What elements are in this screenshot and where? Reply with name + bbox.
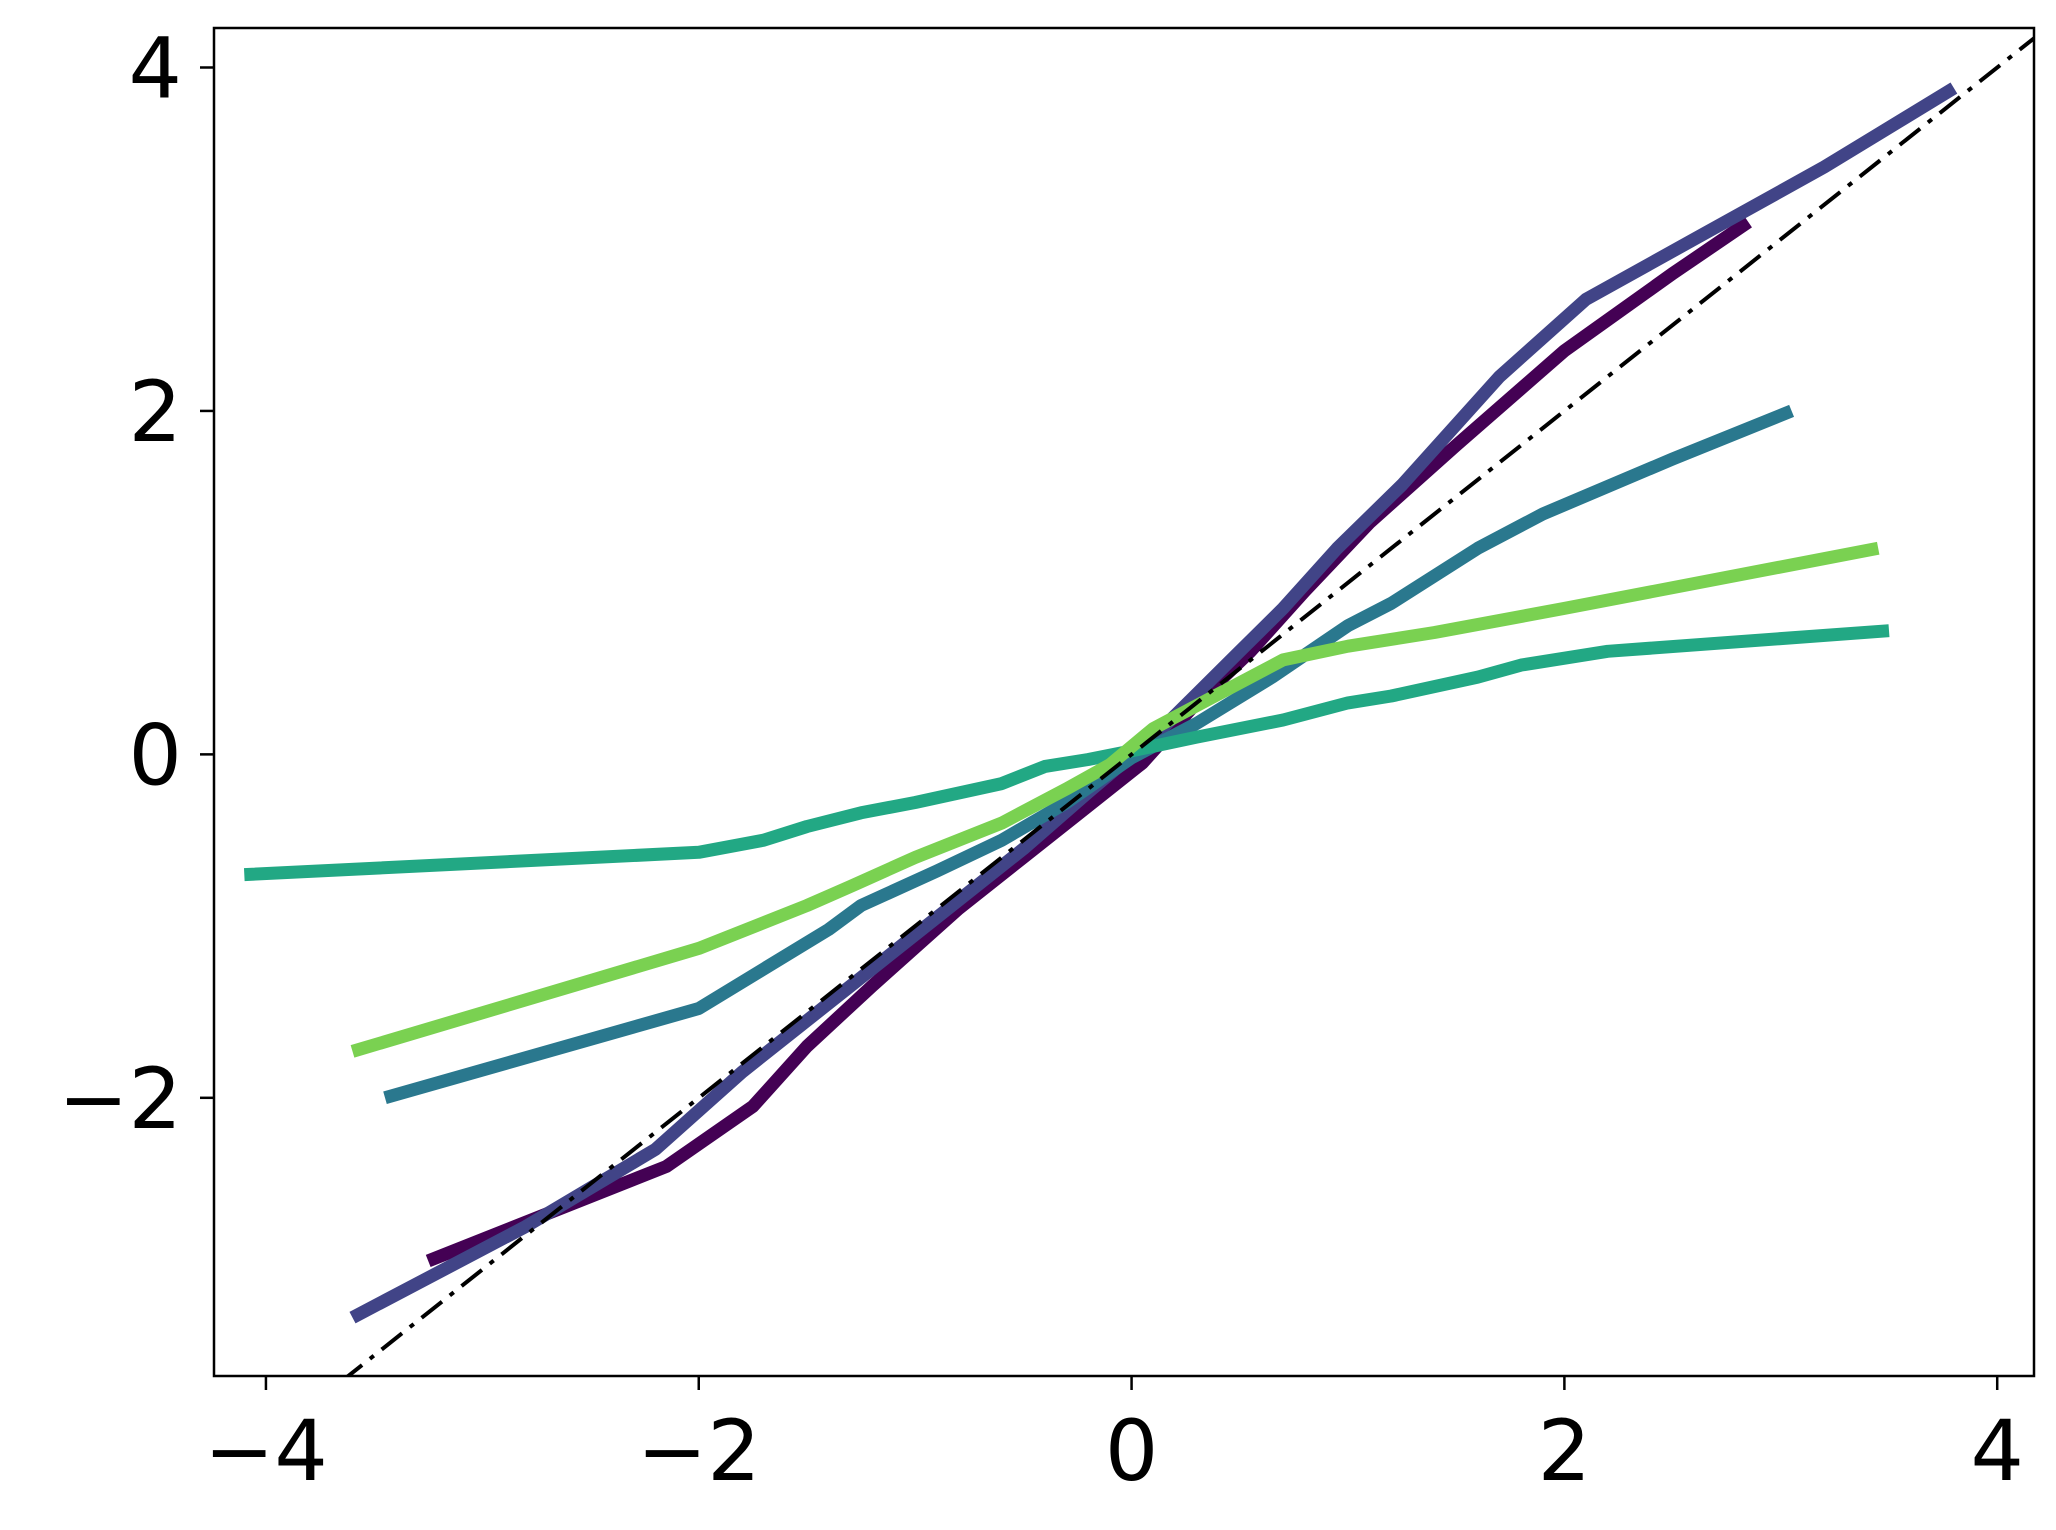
y-tick-label: −2 (58, 1050, 182, 1148)
axis-layer: −4 −2 0 2 4 −2 0 2 4 (58, 19, 2024, 1500)
series-line-2 (349, 82, 1958, 1324)
x-tick-label: −4 (204, 1402, 328, 1500)
series-line-1 (425, 216, 1752, 1267)
x-tick-label: 0 (1105, 1402, 1158, 1500)
reference-line (345, 36, 2034, 1376)
y-tick-label: 2 (129, 363, 182, 461)
x-tick-label: −2 (637, 1402, 761, 1500)
series-line-5 (350, 541, 1880, 1058)
series-layer (243, 36, 2034, 1376)
series-line-4 (243, 624, 1890, 882)
y-tick-label: 4 (129, 19, 182, 117)
plot-frame (212, 26, 2036, 1378)
y-tick-label: 0 (129, 706, 182, 804)
x-tick-label: 4 (1970, 1402, 2023, 1500)
x-tick-label: 2 (1538, 1402, 1591, 1500)
